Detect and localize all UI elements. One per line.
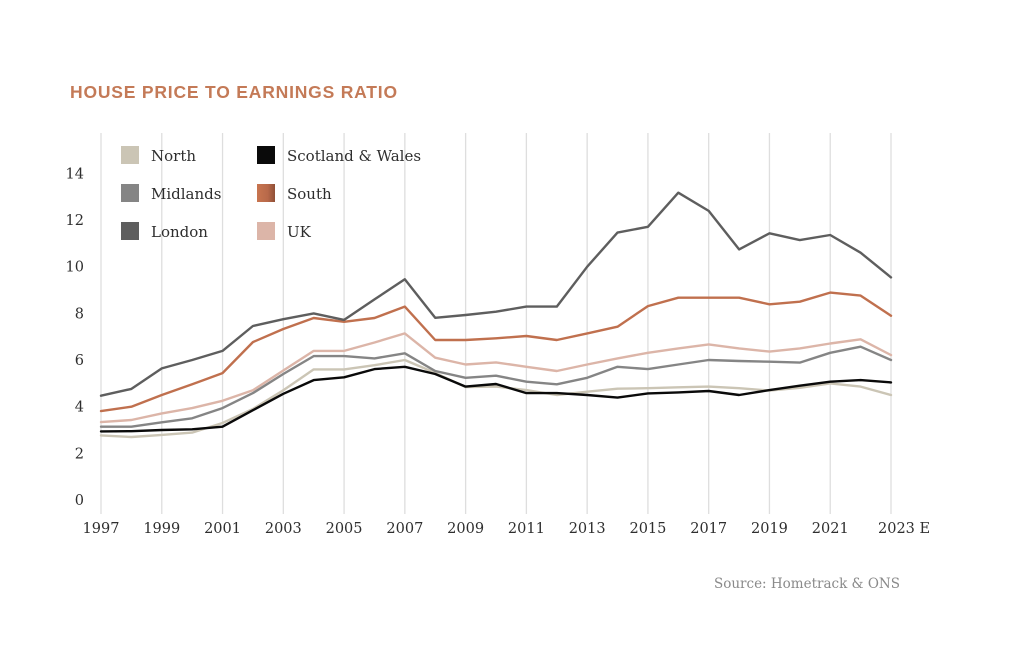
series-line-scotland-wales <box>99 365 893 433</box>
x-tick-label: 2023 E <box>878 521 930 537</box>
x-tick-label: 2013 <box>569 521 606 537</box>
y-tick-label: 12 <box>66 213 84 229</box>
legend-label: UK <box>287 223 312 241</box>
legend: North Midlands London Scotland & Wales South… <box>121 146 421 241</box>
x-tick-label: 2001 <box>204 521 241 537</box>
y-tick-label: 14 <box>66 166 84 182</box>
legend-swatch <box>257 184 275 202</box>
legend-item-scotland-wales: Scotland & Wales <box>257 146 421 165</box>
x-tick-label: 2009 <box>447 521 484 537</box>
x-tick-label: 2017 <box>690 521 727 537</box>
y-tick-label: 0 <box>75 493 84 509</box>
legend-label: North <box>151 147 196 165</box>
legend-item-london: London <box>121 222 208 241</box>
series-line-london <box>99 191 893 397</box>
x-tick-label: 2015 <box>629 521 666 537</box>
x-tick-label: 2005 <box>326 521 363 537</box>
x-tick-label: 1997 <box>83 521 120 537</box>
x-axis-ticks: 1997 1999 2001 2003 2005 2007 2009 2011 2013 2015… <box>83 521 931 537</box>
series-line-north <box>99 358 893 439</box>
y-axis-ticks: 0 2 4 6 8 10 12 14 <box>66 166 84 509</box>
y-tick-label: 4 <box>75 400 84 416</box>
y-tick-label: 10 <box>66 260 84 276</box>
legend-item-midlands: Midlands <box>121 184 221 203</box>
legend-label: Scotland & Wales <box>287 147 421 165</box>
legend-label: South <box>287 185 332 203</box>
legend-item-south: South <box>257 184 332 203</box>
legend-swatch <box>121 184 139 202</box>
legend-swatch <box>257 222 275 240</box>
series-line-uk <box>99 332 893 424</box>
x-tick-label: 2003 <box>265 521 302 537</box>
x-tick-label: 2011 <box>508 521 545 537</box>
x-tick-label: 1999 <box>143 521 180 537</box>
legend-item-north: North <box>121 146 196 165</box>
legend-item-uk: UK <box>257 222 312 241</box>
source-note: Source: Hometrack & ONS <box>714 576 900 592</box>
gridlines <box>100 133 892 514</box>
x-tick-label: 2021 <box>812 521 849 537</box>
y-tick-label: 8 <box>75 306 84 322</box>
x-tick-label: 2007 <box>386 521 423 537</box>
series-lines <box>99 191 893 439</box>
legend-swatch <box>121 222 139 240</box>
legend-label: Midlands <box>151 185 221 203</box>
y-tick-label: 2 <box>75 446 84 462</box>
y-tick-label: 6 <box>75 353 84 369</box>
x-tick-label: 2019 <box>751 521 788 537</box>
series-line-midlands <box>99 345 893 428</box>
legend-swatch <box>121 146 139 164</box>
legend-label: London <box>151 223 208 241</box>
legend-swatch <box>257 146 275 164</box>
chart-title: HOUSE PRICE TO EARNINGS RATIO <box>70 82 398 102</box>
series-line-south <box>99 291 893 413</box>
